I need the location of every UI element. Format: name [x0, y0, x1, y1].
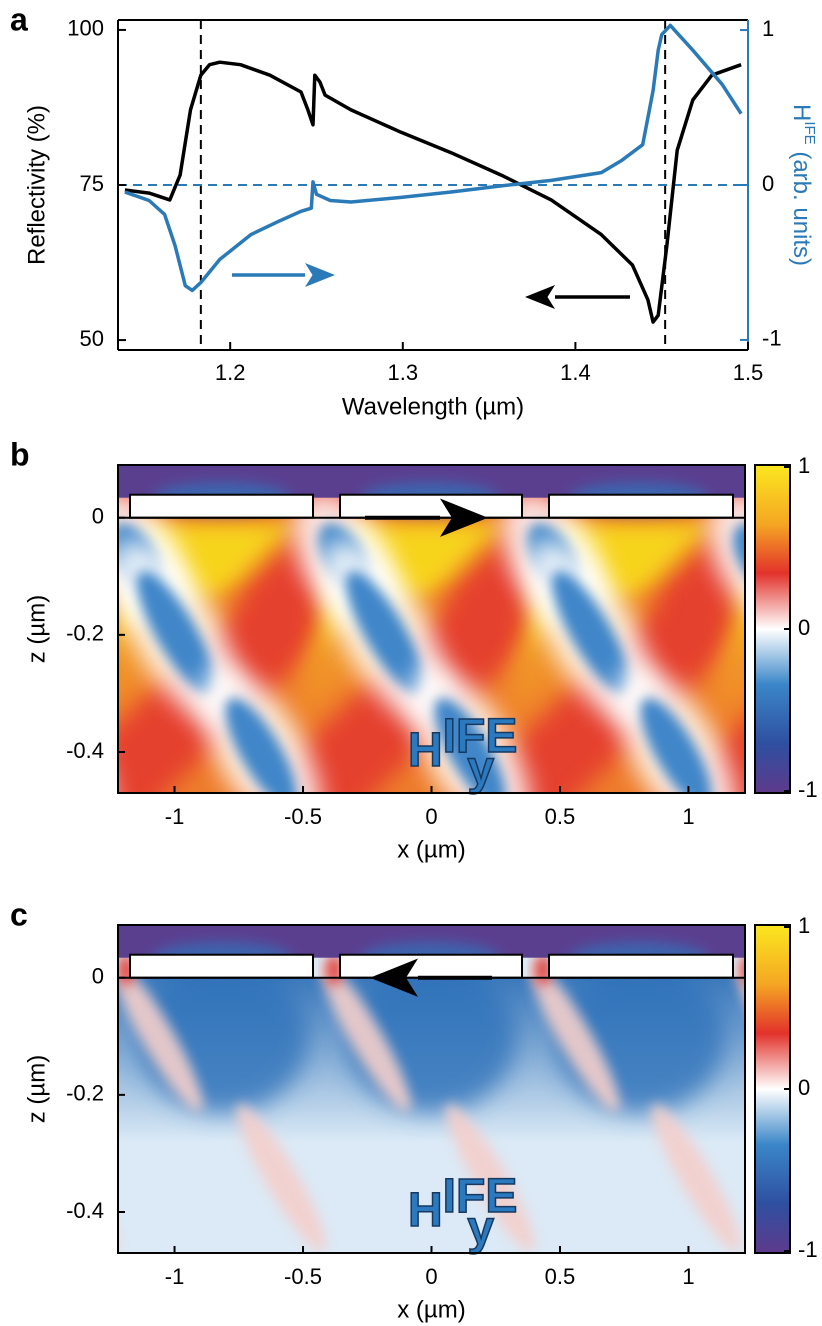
field-label-base: H: [408, 724, 443, 777]
data-line: [124, 23, 743, 293]
x-tick-label: 0.5: [545, 1264, 576, 1289]
arrow-head: [440, 498, 488, 537]
y2-label-rest: (arb. units): [788, 145, 815, 266]
x-tick-label: 1: [682, 804, 694, 829]
field-label-sup: IFE: [443, 710, 518, 763]
field-label-sub: y: [467, 742, 494, 795]
field-red: [651, 1103, 741, 1252]
panel-label: a: [10, 1, 28, 37]
y-tick-label: -0.2: [66, 1081, 104, 1106]
y-tick-label: 50: [80, 326, 104, 351]
colorbar-tick-label: 0: [798, 1075, 810, 1100]
field-map: [0, 465, 745, 793]
x-tick-label: 1: [682, 1264, 694, 1289]
y-tick-label: -0.4: [66, 738, 104, 763]
x-tick-label: -1: [165, 1264, 185, 1289]
colorbar-tick-label: -1: [798, 1237, 818, 1262]
y-tick-label: 75: [80, 171, 104, 196]
field-label-sup: IFE: [443, 1170, 518, 1223]
field-blue: [434, 698, 506, 793]
arrow-head: [370, 958, 418, 997]
field-blue: [551, 571, 631, 695]
field-blue: [345, 571, 425, 695]
field-red: [118, 963, 203, 1112]
x-tick-label: 1.4: [560, 360, 591, 385]
x-tick-label: 1.2: [215, 360, 246, 385]
x-tick-label: 1.3: [387, 360, 418, 385]
grating-bar: [339, 493, 523, 519]
field-map: [118, 925, 745, 1253]
field-label-base: H: [408, 1184, 443, 1237]
colorbar-tick-label: 1: [798, 913, 810, 938]
y2-tick-label: 0: [762, 171, 774, 196]
data-line: [124, 60, 742, 324]
x-axis-label: Wavelength (µm): [342, 393, 524, 420]
field-red: [445, 1103, 535, 1252]
x-tick-label: -0.5: [284, 1264, 322, 1289]
y-tick-label: 0: [92, 504, 104, 529]
y2-label-sup: IFE: [801, 121, 818, 144]
x-tick-label: 0: [425, 804, 437, 829]
y-axis-label: Reflectivity (%): [23, 105, 50, 265]
grating-bar: [548, 493, 734, 519]
x-tick-label: 0: [425, 1264, 437, 1289]
panel-label: c: [10, 896, 28, 932]
field-label: HIFE y: [408, 710, 517, 795]
x-tick-label: 0.5: [545, 804, 576, 829]
arrow-head: [305, 263, 335, 287]
y2-tick-label: 1: [762, 16, 774, 41]
y2-axis-label: HIFE (arb. units): [788, 104, 818, 266]
grating-bar: [548, 953, 734, 979]
grating-bar: [129, 493, 314, 519]
colorbar-tick-label: 0: [798, 615, 810, 640]
y-tick-label: 100: [67, 16, 104, 41]
x-axis-label: x (µm): [397, 1296, 465, 1323]
field-red: [321, 963, 411, 1112]
field-red: [236, 1103, 326, 1252]
y2-label-base: H: [788, 104, 815, 121]
arrow-head: [525, 285, 555, 309]
colorbar-tick-label: -1: [798, 777, 818, 802]
y-tick-label: -0.4: [66, 1198, 104, 1223]
field-blue: [136, 571, 216, 695]
y-axis-label: z (µm): [23, 595, 50, 663]
field-white: [707, 491, 745, 625]
x-tick-label: 1.5: [733, 360, 764, 385]
field-red: [530, 963, 620, 1112]
field-blue: [0, 562, 20, 703]
grating-bar: [129, 953, 314, 979]
field-blue: [225, 698, 297, 793]
panel-label: b: [10, 436, 30, 472]
field-label-sub: y: [467, 1202, 494, 1255]
x-axis-label: x (µm): [397, 836, 465, 863]
x-tick-label: -0.5: [284, 804, 322, 829]
field-blue: [640, 698, 712, 793]
y-tick-label: 0: [92, 964, 104, 989]
x-tick-label: -1: [165, 804, 185, 829]
grating-bar: [339, 953, 523, 979]
y2-tick-label: -1: [762, 326, 782, 351]
field-label: HIFE y: [408, 1170, 517, 1255]
y-axis-label: z (µm): [23, 1055, 50, 1123]
colorbar-tick-label: 1: [798, 453, 810, 478]
y-tick-label: -0.2: [66, 621, 104, 646]
